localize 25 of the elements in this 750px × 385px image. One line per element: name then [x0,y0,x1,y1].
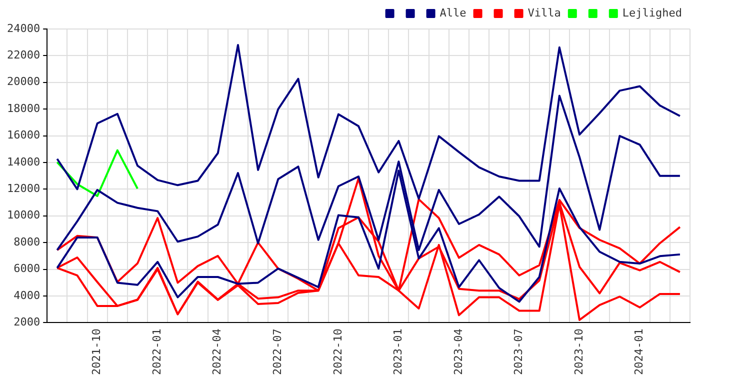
x-tick-label: 2021-10 [90,328,104,375]
y-tick-label: 20000 [6,75,40,88]
y-tick-label: 10000 [6,208,40,222]
y-tick-label: 14000 [6,155,40,168]
y-tick-label: 2000 [14,316,40,328]
y-tick-label: 16000 [6,128,40,142]
legend-label: Villa [528,6,561,20]
y-tick-label: 12000 [6,182,40,196]
x-tick-label: 2022-04 [210,328,224,375]
x-tick-label: 2023-04 [452,328,465,375]
x-tick-label: 2022-01 [150,328,164,375]
x-tick-label: 2022-10 [331,328,344,375]
legend-label: Alle [440,6,466,20]
y-tick-label: 8000 [14,235,40,248]
x-tick-label: 2023-01 [392,328,405,375]
y-tick-label: 24000 [6,22,40,35]
x-tick-label: 2024-01 [632,328,646,375]
y-tick-label: 4000 [14,288,40,302]
y-tick-label: 6000 [14,262,40,276]
legend-label: Lejlighed [622,6,682,20]
x-tick-label: 2023-10 [572,328,586,375]
y-tick-label: 18000 [6,102,40,115]
x-tick-label: 2022-07 [271,328,284,375]
x-tick-label: 2023-07 [512,328,526,375]
y-tick-label: 22000 [6,48,40,62]
